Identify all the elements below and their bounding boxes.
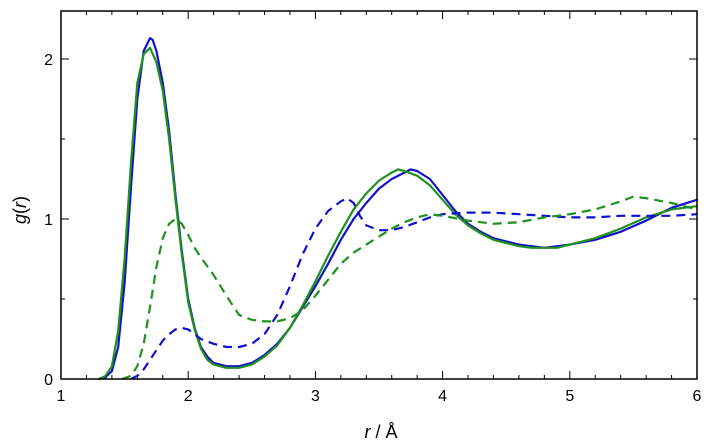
x-axis-label-unit: / Å xyxy=(370,422,397,442)
plot-frame xyxy=(60,10,698,380)
y-axis-label-arg: r xyxy=(10,201,30,208)
x-tick-label: 1 xyxy=(57,388,66,405)
y-axis-ticks: 0 1 2 xyxy=(44,52,697,389)
y-tick-label: 2 xyxy=(44,52,53,69)
y-tick-label: 0 xyxy=(44,372,53,389)
y-axis-label-open: ( xyxy=(10,208,30,214)
x-axis-label-var: r xyxy=(364,422,371,442)
series-line-1-solid xyxy=(98,37,699,381)
y-tick-label: 1 xyxy=(44,212,53,229)
x-tick-label: 4 xyxy=(438,388,447,405)
x-tick-label: 5 xyxy=(565,388,574,405)
x-axis-ticks: 1 2 3 4 5 6 xyxy=(57,11,702,405)
x-tick-label: 6 xyxy=(693,388,702,405)
y-axis-label-close: ) xyxy=(10,196,30,202)
y-axis-label-var: g xyxy=(10,214,30,224)
x-tick-label: 3 xyxy=(311,388,320,405)
series-line-4-dashed xyxy=(121,195,698,381)
x-tick-label: 2 xyxy=(184,388,193,405)
series-layer xyxy=(98,37,699,381)
series-line-2-solid xyxy=(98,46,699,381)
y-axis-label: g(r) xyxy=(10,196,30,224)
x-axis-label: r / Å xyxy=(364,422,397,442)
series-line-3-dashed xyxy=(130,197,698,380)
